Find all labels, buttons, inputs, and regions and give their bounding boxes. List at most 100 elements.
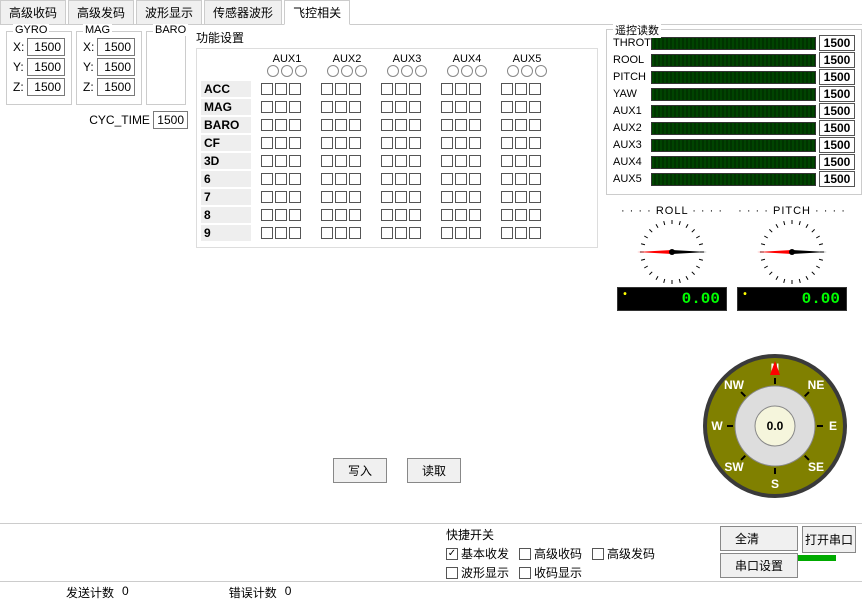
func-checkbox[interactable]	[289, 155, 301, 167]
func-checkbox[interactable]	[349, 83, 361, 95]
func-checkbox[interactable]	[321, 101, 333, 113]
func-checkbox[interactable]	[261, 191, 273, 203]
func-checkbox[interactable]	[441, 209, 453, 221]
func-checkbox[interactable]	[469, 119, 481, 131]
func-checkbox[interactable]	[321, 227, 333, 239]
func-checkbox[interactable]	[289, 173, 301, 185]
func-checkbox[interactable]	[381, 137, 393, 149]
func-checkbox[interactable]	[515, 101, 527, 113]
func-checkbox[interactable]	[381, 173, 393, 185]
write-button[interactable]: 写入	[333, 458, 387, 483]
func-checkbox[interactable]	[455, 83, 467, 95]
tab-4[interactable]: 飞控相关	[284, 0, 350, 25]
func-checkbox[interactable]	[289, 119, 301, 131]
aux-radio[interactable]	[267, 65, 279, 77]
func-checkbox[interactable]	[441, 101, 453, 113]
func-checkbox[interactable]	[321, 155, 333, 167]
func-checkbox[interactable]	[501, 209, 513, 221]
func-checkbox[interactable]	[289, 101, 301, 113]
func-checkbox[interactable]	[321, 137, 333, 149]
aux-radio[interactable]	[415, 65, 427, 77]
func-checkbox[interactable]	[381, 101, 393, 113]
func-checkbox[interactable]	[261, 101, 273, 113]
func-checkbox[interactable]	[501, 173, 513, 185]
tab-3[interactable]: 传感器波形	[204, 0, 282, 24]
quick-check[interactable]: 基本收发	[446, 545, 509, 562]
func-checkbox[interactable]	[409, 83, 421, 95]
tab-1[interactable]: 高级发码	[68, 0, 134, 24]
func-checkbox[interactable]	[395, 83, 407, 95]
func-checkbox[interactable]	[441, 227, 453, 239]
aux-radio[interactable]	[447, 65, 459, 77]
func-checkbox[interactable]	[395, 227, 407, 239]
func-checkbox[interactable]	[501, 191, 513, 203]
func-checkbox[interactable]	[409, 173, 421, 185]
func-checkbox[interactable]	[395, 101, 407, 113]
aux-radio[interactable]	[281, 65, 293, 77]
func-checkbox[interactable]	[455, 227, 467, 239]
func-checkbox[interactable]	[529, 119, 541, 131]
func-checkbox[interactable]	[469, 227, 481, 239]
func-checkbox[interactable]	[409, 155, 421, 167]
func-checkbox[interactable]	[441, 83, 453, 95]
func-checkbox[interactable]	[381, 155, 393, 167]
func-checkbox[interactable]	[455, 119, 467, 131]
read-button[interactable]: 读取	[407, 458, 461, 483]
func-checkbox[interactable]	[395, 191, 407, 203]
func-checkbox[interactable]	[441, 155, 453, 167]
func-checkbox[interactable]	[289, 227, 301, 239]
func-checkbox[interactable]	[501, 101, 513, 113]
func-checkbox[interactable]	[261, 173, 273, 185]
func-checkbox[interactable]	[515, 191, 527, 203]
func-checkbox[interactable]	[529, 155, 541, 167]
func-checkbox[interactable]	[409, 137, 421, 149]
func-checkbox[interactable]	[455, 209, 467, 221]
func-checkbox[interactable]	[469, 209, 481, 221]
func-checkbox[interactable]	[381, 191, 393, 203]
func-checkbox[interactable]	[275, 137, 287, 149]
aux-radio[interactable]	[461, 65, 473, 77]
aux-radio[interactable]	[355, 65, 367, 77]
func-checkbox[interactable]	[349, 227, 361, 239]
func-checkbox[interactable]	[261, 209, 273, 221]
aux-radio[interactable]	[401, 65, 413, 77]
func-checkbox[interactable]	[395, 209, 407, 221]
aux-radio[interactable]	[535, 65, 547, 77]
aux-radio[interactable]	[295, 65, 307, 77]
func-checkbox[interactable]	[501, 227, 513, 239]
func-checkbox[interactable]	[261, 227, 273, 239]
func-checkbox[interactable]	[501, 119, 513, 131]
func-checkbox[interactable]	[529, 191, 541, 203]
func-checkbox[interactable]	[381, 209, 393, 221]
func-checkbox[interactable]	[469, 173, 481, 185]
func-checkbox[interactable]	[335, 209, 347, 221]
func-checkbox[interactable]	[335, 227, 347, 239]
port-settings-button[interactable]: 串口设置	[720, 553, 798, 578]
func-checkbox[interactable]	[441, 137, 453, 149]
aux-radio[interactable]	[327, 65, 339, 77]
func-checkbox[interactable]	[455, 155, 467, 167]
func-checkbox[interactable]	[321, 209, 333, 221]
func-checkbox[interactable]	[349, 101, 361, 113]
func-checkbox[interactable]	[501, 83, 513, 95]
func-checkbox[interactable]	[529, 137, 541, 149]
func-checkbox[interactable]	[381, 227, 393, 239]
open-port-button[interactable]: 打开串口	[802, 526, 856, 553]
func-checkbox[interactable]	[335, 119, 347, 131]
func-checkbox[interactable]	[349, 209, 361, 221]
func-checkbox[interactable]	[395, 119, 407, 131]
func-checkbox[interactable]	[275, 101, 287, 113]
func-checkbox[interactable]	[455, 191, 467, 203]
func-checkbox[interactable]	[335, 173, 347, 185]
func-checkbox[interactable]	[261, 83, 273, 95]
func-checkbox[interactable]	[381, 83, 393, 95]
func-checkbox[interactable]	[335, 83, 347, 95]
func-checkbox[interactable]	[275, 173, 287, 185]
func-checkbox[interactable]	[441, 119, 453, 131]
func-checkbox[interactable]	[289, 209, 301, 221]
func-checkbox[interactable]	[515, 83, 527, 95]
func-checkbox[interactable]	[335, 155, 347, 167]
func-checkbox[interactable]	[275, 209, 287, 221]
func-checkbox[interactable]	[261, 137, 273, 149]
func-checkbox[interactable]	[275, 119, 287, 131]
